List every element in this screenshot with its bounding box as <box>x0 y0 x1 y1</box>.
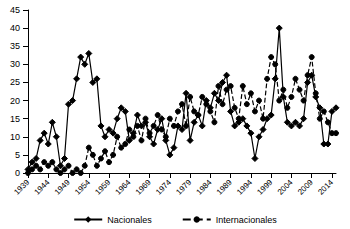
svg-text:40: 40 <box>10 23 20 33</box>
svg-text:10: 10 <box>10 132 20 142</box>
svg-text:35: 35 <box>10 41 20 51</box>
svg-text:1954: 1954 <box>73 177 92 196</box>
svg-text:1944: 1944 <box>33 177 52 196</box>
svg-text:15: 15 <box>10 114 20 124</box>
svg-text:20: 20 <box>10 96 20 106</box>
svg-text:25: 25 <box>10 77 20 87</box>
svg-text:1974: 1974 <box>154 177 173 196</box>
svg-text:1999: 1999 <box>255 177 274 196</box>
svg-text:5: 5 <box>15 150 20 160</box>
svg-text:1939: 1939 <box>12 177 31 196</box>
svg-text:1969: 1969 <box>134 177 153 196</box>
svg-text:0: 0 <box>15 168 20 178</box>
svg-text:45: 45 <box>10 5 20 15</box>
svg-text:1994: 1994 <box>235 177 254 196</box>
svg-text:Internacionales: Internacionales <box>216 215 278 225</box>
svg-text:Nacionales: Nacionales <box>107 215 152 225</box>
svg-text:2009: 2009 <box>296 177 315 196</box>
svg-text:30: 30 <box>10 59 20 69</box>
svg-text:2004: 2004 <box>276 177 295 196</box>
svg-text:1949: 1949 <box>53 177 72 196</box>
svg-text:1979: 1979 <box>174 177 193 196</box>
svg-text:1989: 1989 <box>215 177 234 196</box>
svg-text:2014: 2014 <box>316 177 335 196</box>
svg-text:1964: 1964 <box>114 177 133 196</box>
svg-text:1984: 1984 <box>195 177 214 196</box>
svg-text:1959: 1959 <box>93 177 112 196</box>
